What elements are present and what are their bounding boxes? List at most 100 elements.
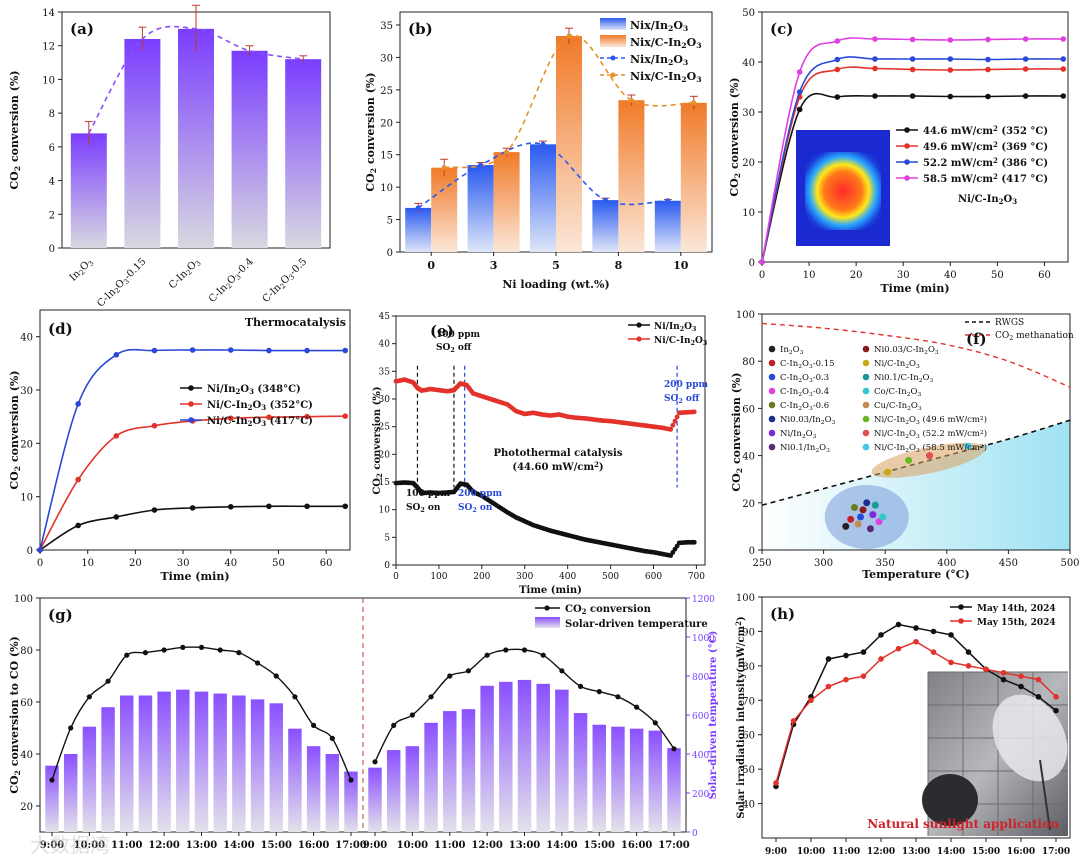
x-tick-label: 600	[645, 572, 662, 582]
x-tick-label: 9:00	[363, 840, 388, 851]
data-point	[842, 522, 850, 530]
x-tick-label: 450	[999, 558, 1018, 569]
x-tick-label: 500	[602, 572, 619, 582]
y-tick-label: 45	[379, 312, 391, 322]
legend-label: In2O3	[780, 345, 804, 356]
temperature-bar	[82, 726, 97, 832]
legend-marker	[768, 401, 776, 409]
temperature-bar	[629, 728, 644, 832]
x-category-label: In2O3	[68, 256, 96, 284]
watermark: 大数据湾	[30, 833, 110, 857]
annotation: SO2 off	[664, 394, 700, 405]
y2-tick-label: 600	[692, 712, 709, 722]
x-tick-label: 16:00	[1007, 847, 1035, 857]
data-point	[151, 347, 158, 354]
y-tick-label: 30	[20, 386, 33, 397]
data-point	[909, 93, 916, 99]
data-point	[1060, 56, 1067, 62]
legend-label: Ni/C-In2O3 (49.6 mW/cm2)	[874, 414, 987, 426]
y-tick-label: 0	[387, 248, 393, 259]
data-point	[948, 659, 954, 666]
y-tick-label: 20	[742, 499, 755, 510]
y-tick-label: 4	[49, 177, 55, 188]
x-category-label: C-In2O3-0.5	[261, 256, 310, 305]
y-tick-label: 0	[27, 546, 33, 557]
y-tick-label: 2	[49, 210, 55, 221]
data-point	[49, 777, 55, 783]
data-point	[965, 663, 972, 669]
data-point	[834, 56, 841, 63]
data-point	[227, 415, 234, 422]
data-point	[1053, 707, 1059, 714]
data-point	[484, 652, 490, 658]
x-tick-label: 12:00	[867, 847, 895, 857]
y-tick-label: 20	[742, 158, 755, 169]
x-tick-label: 10	[803, 270, 816, 281]
y-tick-label: 40	[742, 58, 755, 69]
data-point	[409, 712, 415, 718]
legend-marker	[636, 322, 642, 328]
trend-point	[665, 198, 671, 204]
data-point	[905, 456, 913, 464]
legend-label: Co/C-In2O3	[874, 387, 921, 398]
temperature-bar	[269, 703, 283, 832]
x-tick-label: 300	[814, 558, 833, 569]
x-category-label: C-In2O3-0.4	[207, 256, 256, 305]
data-point	[825, 656, 832, 662]
data-point	[913, 638, 919, 645]
annotation: 200 ppm	[664, 380, 709, 390]
x-tick-label: 14:00	[223, 840, 255, 851]
x-tick-label: 17:00	[335, 840, 367, 851]
data-point	[691, 409, 697, 415]
data-point	[1035, 694, 1042, 700]
legend-label: Ni/C-In2O3 (52.2 mW/cm2)	[874, 428, 987, 440]
x-tick-label: 11:00	[434, 840, 466, 851]
legend-marker	[862, 373, 870, 381]
x-tick-label: 50	[991, 270, 1004, 281]
x-tick-label: 16:00	[298, 840, 330, 851]
x-tick-label: 250	[752, 558, 771, 569]
x-tick-label: 0	[393, 572, 399, 582]
bar	[231, 50, 268, 249]
y-tick-label: 30	[379, 395, 391, 405]
x-tick-label: 13:00	[902, 847, 930, 857]
data-point	[596, 689, 602, 695]
x-tick-label: 350	[876, 558, 895, 569]
data-point	[671, 746, 677, 752]
series-line	[39, 505, 346, 551]
trend-point	[602, 197, 608, 203]
x-tick-label: 40	[944, 270, 957, 281]
x-tick-label: 0	[759, 270, 765, 281]
series-line	[761, 37, 1064, 263]
annotation: Photothermal catalysis	[494, 448, 623, 459]
data-point	[227, 504, 234, 510]
legend-label: May 15th, 2024	[977, 618, 1056, 628]
data-point	[796, 69, 803, 75]
temperature-bar	[101, 707, 115, 832]
data-point	[948, 632, 954, 638]
data-point	[329, 735, 335, 742]
data-point	[391, 722, 397, 729]
data-point	[198, 644, 205, 651]
y-tick-label: 60	[20, 698, 33, 709]
x-tick-label: 15:00	[583, 840, 615, 851]
y-axis-label: Solar irradiation intensity(mW/cm2)	[734, 616, 747, 819]
data-point	[1060, 93, 1067, 99]
data-point	[672, 418, 678, 424]
data-point	[859, 506, 867, 514]
legend-marker	[904, 127, 910, 133]
data-point	[850, 504, 858, 512]
legend-label: Ni/In2O3	[654, 322, 696, 333]
data-point	[930, 628, 937, 635]
plot-frame	[395, 315, 706, 566]
trend-point	[628, 97, 634, 103]
data-point	[1035, 676, 1042, 683]
legend-label: CO2 methanation	[995, 331, 1074, 342]
legend-marker	[862, 401, 870, 409]
data-point	[947, 67, 954, 73]
legend-label: Ni/C-In2O3	[874, 359, 920, 370]
panel-d: 0 10 20 30 40 0 10 20 30 40 50 60 Thermocatalysis Ni/…	[8, 309, 351, 583]
data-point	[985, 66, 991, 73]
data-point	[834, 38, 841, 44]
